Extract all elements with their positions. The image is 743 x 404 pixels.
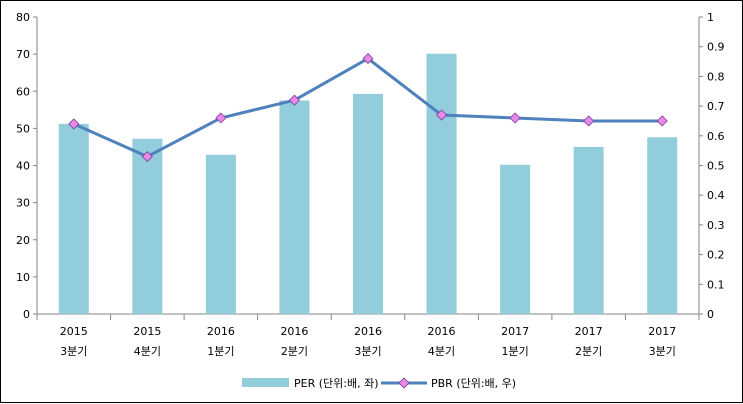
pbr-point — [68, 118, 80, 130]
x-category-quarter: 2분기 — [281, 345, 308, 358]
x-category-year: 2016 — [428, 325, 456, 338]
pbr-point — [435, 109, 448, 121]
pbr-point — [288, 94, 301, 106]
right-tick-label: 0.9 — [707, 41, 725, 54]
right-tick-label: 0 — [707, 308, 714, 321]
x-category-year: 2016 — [354, 325, 382, 338]
right-tick-label: 0.7 — [707, 100, 725, 113]
x-category-year: 2017 — [648, 325, 676, 338]
pbr-point — [215, 112, 227, 124]
right-tick-label: 0.5 — [707, 160, 725, 173]
left-tick-label: 20 — [16, 234, 30, 247]
left-tick-label: 40 — [16, 160, 30, 173]
x-category-year: 2017 — [501, 325, 529, 338]
right-tick-label: 0.2 — [707, 249, 725, 262]
x-category-quarter: 2분기 — [575, 345, 602, 358]
pbr-point — [509, 112, 521, 124]
per-bar — [573, 146, 604, 314]
left-tick-label: 30 — [16, 197, 30, 210]
per-bar — [426, 53, 457, 314]
x-category-year: 2017 — [575, 325, 603, 338]
per-bar — [205, 154, 236, 314]
x-category-quarter: 3분기 — [649, 345, 676, 358]
right-tick-label: 0.8 — [707, 70, 725, 83]
pbr-point — [583, 115, 595, 127]
per-bar — [353, 93, 383, 314]
per-bar — [647, 137, 678, 314]
line-series — [68, 53, 668, 163]
per-bar — [279, 100, 310, 314]
left-tick-label: 10 — [16, 271, 30, 284]
legend-pbr-label: PBR (단위:배, 우) — [431, 377, 516, 390]
x-category-quarter: 4분기 — [428, 345, 455, 358]
legend-per-swatch — [242, 378, 289, 387]
pbr-point — [362, 53, 374, 65]
pbr-point — [656, 115, 668, 127]
right-tick-label: 0.6 — [707, 130, 725, 143]
x-category-year: 2016 — [207, 325, 235, 338]
left-tick-label: 80 — [16, 11, 30, 24]
per-bar — [132, 138, 163, 314]
left-tick-label: 0 — [23, 308, 30, 321]
right-tick-label: 0.1 — [707, 278, 725, 291]
legend-per-label: PER (단위:배, 좌) — [294, 377, 379, 390]
x-category-year: 2016 — [280, 325, 308, 338]
x-category-quarter: 3분기 — [60, 345, 87, 358]
x-category-quarter: 1분기 — [501, 345, 528, 358]
right-tick-label: 1 — [707, 11, 714, 24]
per-bar — [58, 123, 89, 314]
x-axis-categories: 2015 3분기 2015 4분기 2016 1분기 2016 2분기 2016 3분기 2016 4… — [60, 325, 676, 358]
legend-pbr-marker — [398, 377, 410, 389]
x-category-quarter: 3분기 — [354, 345, 381, 358]
bar-series — [58, 53, 678, 314]
x-category-quarter: 1분기 — [207, 345, 234, 358]
x-category-quarter: 4분기 — [134, 345, 161, 358]
pbr-point — [141, 151, 153, 163]
per-bar — [500, 164, 531, 314]
right-tick-label: 0.4 — [707, 189, 725, 202]
x-category-year: 2015 — [60, 325, 88, 338]
right-tick-label: 0.3 — [707, 219, 725, 232]
left-tick-label: 50 — [16, 122, 30, 135]
left-tick-label: 60 — [16, 85, 30, 98]
left-tick-label: 70 — [16, 48, 30, 61]
x-category-year: 2015 — [133, 325, 161, 338]
legend: PER (단위:배, 좌) PBR (단위:배, 우) — [242, 377, 516, 390]
